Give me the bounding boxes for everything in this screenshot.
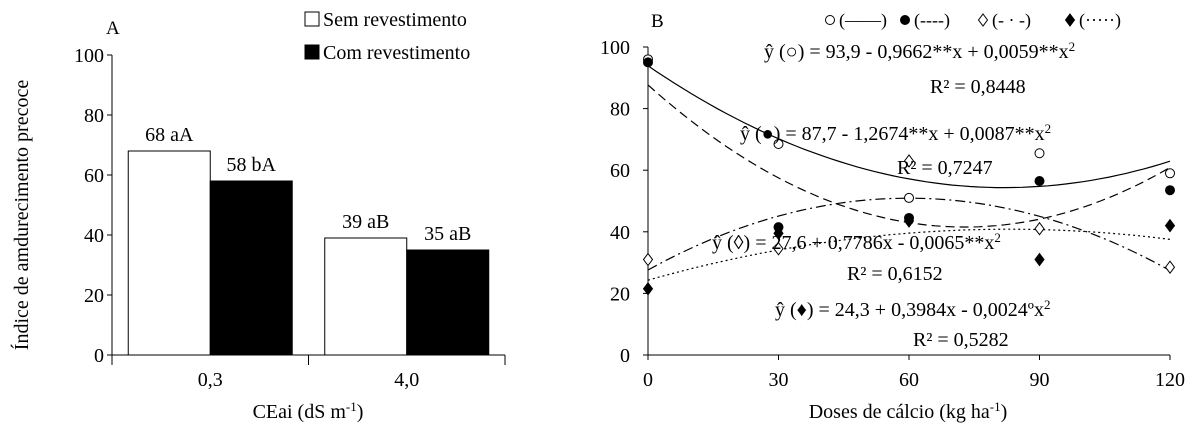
point-open-diamond	[773, 241, 784, 256]
panel-b-y-tick-label: 40	[610, 222, 630, 244]
point-filled-circle	[643, 57, 653, 68]
panel-b-x-tick-label: 120	[1155, 369, 1185, 391]
equation-open-circle: ŷ (○) = 93,9 - 0,9662**x + 0,0059**x2	[764, 39, 1075, 64]
legend-label-open-circle: (——)	[839, 10, 887, 31]
panel-a-y-tick-label: 40	[84, 225, 104, 247]
panel-a-y-tick-label: 100	[74, 45, 104, 67]
panel-b-y-tick-label: 80	[610, 99, 630, 121]
point-filled-circle	[900, 15, 910, 25]
panel-b-letter: B	[651, 11, 664, 32]
panel-a-y-tick-label: 20	[84, 285, 104, 307]
panel-a-y-axis-title: Índice de amdurecimento precoce	[10, 80, 33, 351]
panel-b-equations: ŷ (○) = 93,9 - 0,9662**x + 0,0059**x2 R²…	[712, 39, 1075, 352]
point-open-circle	[1034, 148, 1045, 159]
point-filled-diamond	[1064, 13, 1076, 27]
bar-sem-revestimento-0,3	[127, 150, 211, 356]
panel-b-y-tick-label: 60	[610, 160, 630, 182]
trend-line-filled-diamond	[647, 228, 1171, 281]
legend-swatch-sem-revestimento	[304, 11, 320, 27]
legend-label-open-diamond: (- · -)	[992, 10, 1031, 31]
point-open-circle	[825, 15, 835, 25]
legend-swatch-com-revestimento	[304, 44, 320, 60]
panel-b-scatter-chart: B 0 20 40 60 80 100 0 30 60 90 120 (——) (----) (- ·…	[600, 10, 1185, 423]
legend-label-com-revestimento: Com revestimento	[323, 42, 470, 64]
panel-b-y-tick-label: 100	[600, 37, 630, 59]
legend-label-filled-circle: (----)	[914, 10, 950, 31]
r2-filled-circle: R² = 0,7247	[897, 157, 993, 179]
panel-b-y-tick-label: 0	[620, 345, 630, 367]
point-open-diamond	[1034, 221, 1045, 236]
r2-filled-diamond: R² = 0,5282	[913, 329, 1009, 351]
point-open-diamond	[1164, 260, 1176, 275]
bar-com-revestimento-0,3	[209, 180, 293, 356]
trend-line-open-diamond	[647, 197, 1171, 272]
panel-b-x-tick-label: 0	[643, 369, 653, 391]
legend-label-sem-revestimento: Sem revestimento	[323, 9, 467, 31]
point-open-diamond	[903, 154, 915, 168]
point-filled-diamond	[903, 214, 915, 228]
point-open-diamond	[642, 252, 654, 267]
point-filled-diamond	[1164, 218, 1176, 233]
panel-a-y-tick-label: 80	[84, 105, 104, 127]
point-filled-diamond	[642, 281, 654, 296]
bar-data-label: 68 aA	[145, 124, 194, 146]
point-open-circle	[773, 139, 784, 150]
panel-b-y-tick-label: 20	[610, 283, 630, 305]
bar-com-revestimento-4,0	[406, 249, 490, 356]
r2-open-circle: R² = 0,8448	[930, 76, 1026, 98]
panel-b-x-tick-label: 30	[769, 369, 789, 391]
equation-open-diamond: ŷ (◊) = 27,6 + 0,7786x - 0,0065**x2	[712, 230, 1001, 255]
panel-b-legend: (——) (----) (- · -) (·····)	[825, 10, 1121, 31]
point-filled-diamond	[1034, 252, 1045, 267]
panel-b-x-tick-label: 60	[899, 369, 919, 391]
equation-filled-diamond: ŷ (♦) = 24,3 + 0,3984x - 0,0024ºx2	[775, 297, 1050, 322]
panel-a-x-axis-title: CEai (dS m-1)	[253, 399, 364, 424]
panel-a-y-tick-label: 60	[84, 165, 104, 187]
point-filled-diamond	[773, 226, 784, 241]
bar-data-label: 39 aB	[342, 211, 389, 233]
panel-b-x-tick-label: 90	[1030, 369, 1050, 391]
point-open-circle	[904, 192, 914, 203]
legend-label-filled-diamond: (·····)	[1079, 10, 1121, 31]
bar-data-label: 58 bA	[227, 154, 277, 176]
panel-a-x-tick-label: 4,0	[394, 369, 419, 391]
point-filled-circle	[1165, 185, 1175, 196]
point-open-diamond	[977, 13, 989, 27]
equation-filled-circle: ŷ (●) = 87,7 - 1,2674**x + 0,0087**x2	[740, 121, 1051, 146]
trend-line-open-circle	[647, 65, 1171, 189]
point-open-circle	[1165, 168, 1175, 179]
bar-data-label: 35 aB	[424, 223, 471, 245]
panel-a-bar-chart: A Índice de amdurecimento precoce 0 20 40 6…	[10, 9, 506, 424]
r2-open-diamond: R² = 0,6152	[847, 263, 943, 285]
panel-a-legend: Sem revestimento Com revestimento	[304, 9, 470, 64]
panel-a-x-tick-label: 0,3	[198, 369, 223, 391]
panel-a-y-tick-label: 0	[94, 345, 104, 367]
bar-sem-revestimento-4,0	[324, 237, 408, 356]
panel-b-x-axis-title: Doses de cálcio (kg ha-1)	[809, 399, 1008, 424]
panel-a-letter: A	[106, 18, 120, 39]
point-filled-circle	[1034, 175, 1045, 186]
